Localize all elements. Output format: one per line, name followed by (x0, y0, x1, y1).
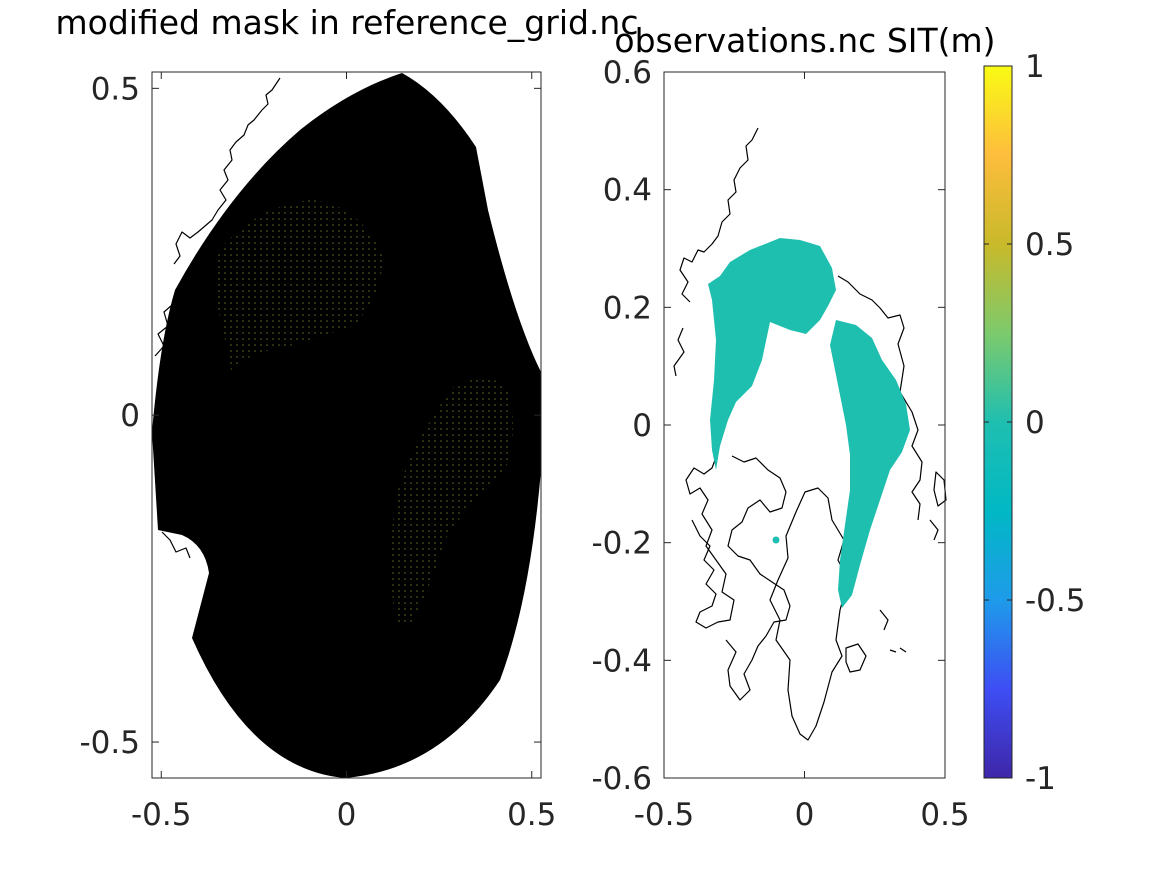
left-x-tick-label: -0.5 (131, 797, 192, 833)
right-axis-ticks (663, 71, 946, 779)
colorbar: 1 0.5 0 -0.5 -1 (983, 49, 1086, 797)
masked-region-right (391, 378, 514, 625)
right-y-tick-label: -0.6 (592, 761, 653, 797)
coastline-small-islands (845, 609, 907, 673)
right-subplot: observations.nc SIT(m) -0.5 0 0.5 0.60.40.… (592, 21, 996, 833)
sea-ice-dot (772, 536, 780, 544)
colorbar-tick-label: -1 (1025, 761, 1056, 797)
sea-ice-field (708, 238, 836, 470)
right-x-tick-labels: -0.5 0 0.5 (634, 797, 970, 833)
left-y-tick-label: 0 (120, 398, 140, 434)
colorbar-ticks (984, 65, 1012, 779)
left-x-tick-label: 0.5 (507, 797, 556, 833)
right-y-tick-labels: 0.6 0.4 0.2 0 -0.2 -0.4 -0.6 (592, 55, 653, 797)
left-y-tick-labels: 0.5 0 -0.5 (80, 71, 141, 761)
coastline-east (837, 275, 923, 521)
masked-region-upper (215, 200, 383, 375)
coastline-north (679, 127, 759, 303)
right-y-tick-label: 0.6 (603, 55, 652, 91)
left-y-tick-label: -0.5 (80, 725, 141, 761)
coastline-left (154, 304, 173, 357)
left-y-tick-label: 0.5 (91, 71, 140, 107)
coastline-upper-left (173, 77, 281, 265)
sea-ice-field-east (830, 320, 910, 608)
right-x-tick-label: 0.5 (920, 797, 969, 833)
left-axis-ticks (152, 72, 541, 778)
right-y-tick-label: -0.4 (592, 643, 653, 679)
colorbar-tick-label: 1 (1025, 49, 1045, 85)
left-plot-title: modified mask in reference_grid.nc (56, 3, 639, 42)
left-subplot: modified mask in reference_grid.nc -0.5 0… (56, 3, 639, 833)
coastline-west (673, 327, 685, 377)
colorbar-tick-label: 0 (1025, 405, 1045, 441)
colorbar-tick-label: 0.5 (1025, 227, 1074, 263)
right-x-tick-label: 0 (795, 797, 815, 833)
coastline-lower-left (161, 531, 191, 559)
right-y-tick-label: 0 (632, 408, 652, 444)
coastline-archipelago (685, 451, 791, 701)
coastline-east-islands (929, 471, 947, 541)
right-y-tick-label: -0.2 (592, 526, 653, 562)
right-y-tick-label: 0.4 (603, 173, 652, 209)
right-x-tick-label: -0.5 (634, 797, 695, 833)
colorbar-tick-labels: 1 0.5 0 -0.5 -1 (1025, 49, 1086, 797)
right-plot-title: observations.nc SIT(m) (614, 21, 995, 60)
left-x-tick-label: 0 (337, 797, 357, 833)
colorbar-tick-label: -0.5 (1025, 583, 1086, 619)
left-x-tick-labels: -0.5 0 0.5 (131, 797, 556, 833)
right-y-tick-label: 0.2 (603, 290, 652, 326)
coastline-greenland (769, 487, 849, 741)
